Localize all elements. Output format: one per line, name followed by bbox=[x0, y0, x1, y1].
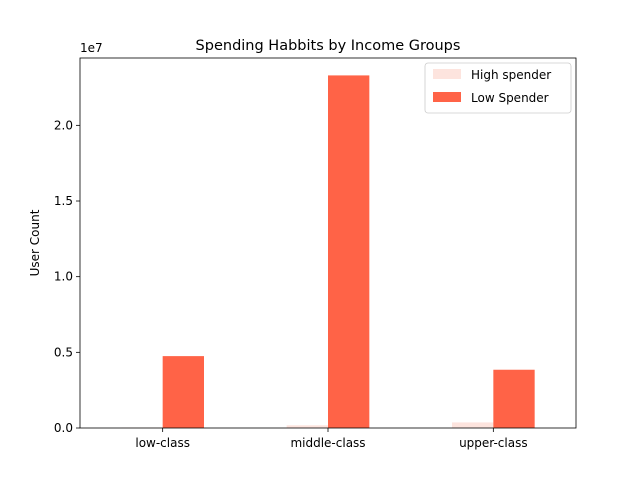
y-tick-label: 2.0 bbox=[54, 118, 73, 132]
bar-low-spender-middle-class bbox=[328, 75, 369, 428]
y-tick-label: 1.5 bbox=[54, 194, 73, 208]
legend-label-high-spender: High spender bbox=[471, 68, 551, 82]
y-tick-label: 0.5 bbox=[54, 345, 73, 359]
x-tick-label-upper-class: upper-class bbox=[459, 436, 528, 450]
bar-low-spender-low-class bbox=[163, 356, 204, 428]
chart-title: Spending Habbits by Income Groups bbox=[196, 38, 461, 54]
y-axis-label: User Count bbox=[28, 209, 42, 276]
bar-low-spender-upper-class bbox=[493, 370, 534, 428]
y-axis-scale-label: 1e7 bbox=[80, 41, 103, 55]
legend-swatch-low-spender bbox=[433, 92, 461, 102]
bar-high-spender-middle-class bbox=[287, 425, 328, 428]
y-tick-label: 1.0 bbox=[54, 270, 73, 284]
x-tick-label-low-class: low-class bbox=[135, 436, 190, 450]
bar-high-spender-upper-class bbox=[452, 422, 493, 428]
y-tick-label: 0.0 bbox=[54, 421, 73, 435]
legend-label-low-spender: Low Spender bbox=[471, 91, 549, 105]
x-tick-label-middle-class: middle-class bbox=[290, 436, 365, 450]
legend: High spender Low Spender bbox=[425, 63, 571, 113]
legend-swatch-high-spender bbox=[433, 69, 461, 79]
